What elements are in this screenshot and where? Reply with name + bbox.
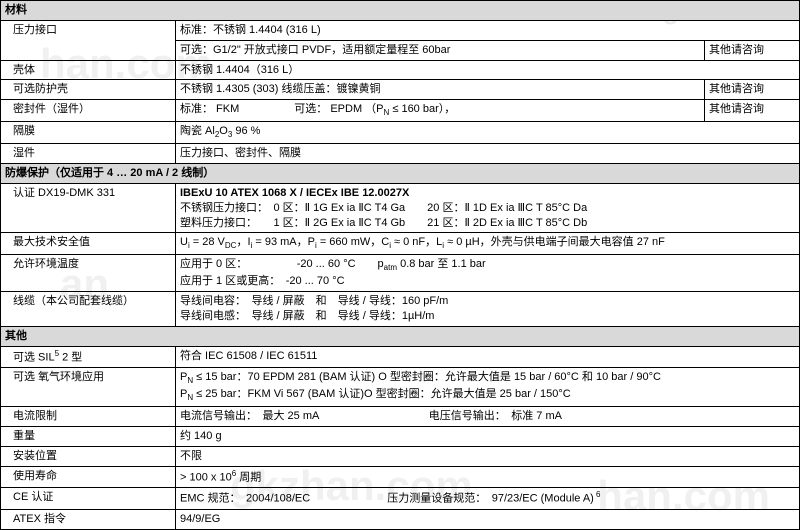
value: IBExU 10 ATEX 1068 X / IECEx IBE 12.0027… <box>176 183 800 233</box>
row-lifetime: 使用寿命 > 100 x 106 周期 <box>1 466 800 488</box>
row-pressure-port: 压力接口 标准：不锈钢 1.4404 (316 L) <box>1 20 800 40</box>
consult: 其他请咨询 <box>705 80 800 100</box>
label: 重量 <box>1 427 176 447</box>
label: 最大技术安全值 <box>1 233 176 255</box>
row-diaphragm: 隔膜 陶瓷 Al2O3 96 % <box>1 122 800 144</box>
value: EMC 规范： 2004/108/EC 压力测量设备规范： 97/23/EC (… <box>176 488 800 510</box>
row-wetted: 湿件 压力接口、密封件、隔膜 <box>1 144 800 164</box>
section-header-explosion: 防爆保护（仅适用于 4 … 20 mA / 2 线制） <box>1 164 800 184</box>
label: 线缆（本公司配套线缆） <box>1 292 176 327</box>
row-atex: ATEX 指令 94/9/EG <box>1 509 800 529</box>
row-seal: 密封件（湿件） 标准： FKM 可选： EPDM （PN ≤ 160 bar），… <box>1 100 800 122</box>
value: 应用于 0 区： -20 ... 60 °C patm 0.8 bar 至 1.… <box>176 255 800 292</box>
section-header-other: 其他 <box>1 326 800 346</box>
row-current-limit: 电流限制 电流信号输出： 最大 25 mA 电压信号输出： 标准 7 mA <box>1 407 800 427</box>
consult: 其他请咨询 <box>705 100 800 122</box>
value: Ui = 28 VDC，Ii = 93 mA，Pi = 660 mW，Ci ≈ … <box>176 233 800 255</box>
value: 94/9/EG <box>176 509 800 529</box>
value: 不锈钢 1.4404（316 L） <box>176 60 800 80</box>
label: 允许环境温度 <box>1 255 176 292</box>
cert-line2: 塑料压力接口： 1 区：Ⅱ 2G Ex ia ⅡC T4 Gb 21 区：Ⅱ 2… <box>180 217 587 229</box>
label: ATEX 指令 <box>1 509 176 529</box>
value: 不锈钢 1.4305 (303) 线缆压盖：镀镍黄铜 <box>176 80 705 100</box>
row-housing: 壳体 不锈钢 1.4404（316 L） <box>1 60 800 80</box>
row-ce: CE 认证 EMC 规范： 2004/108/EC 压力测量设备规范： 97/2… <box>1 488 800 510</box>
label: 壳体 <box>1 60 176 80</box>
value: 不限 <box>176 446 800 466</box>
label: 湿件 <box>1 144 176 164</box>
value: 标准：不锈钢 1.4404 (316 L) <box>176 20 800 40</box>
cert-title: IBExU 10 ATEX 1068 X / IECEx IBE 12.0027… <box>180 187 409 199</box>
row-max-safety: 最大技术安全值 Ui = 28 VDC，Ii = 93 mA，Pi = 660 … <box>1 233 800 255</box>
row-oxygen: 可选 氧气环境应用 PN ≤ 15 bar：70 EPDM 281 (BAM 认… <box>1 368 800 407</box>
row-weight: 重量 约 140 g <box>1 427 800 447</box>
value: 电流信号输出： 最大 25 mA 电压信号输出： 标准 7 mA <box>176 407 800 427</box>
row-mount: 安装位置 不限 <box>1 446 800 466</box>
label: CE 认证 <box>1 488 176 510</box>
value: 符合 IEC 61508 / IEC 61511 <box>176 346 800 368</box>
value: 可选：G1/2" 开放式接口 PVDF，适用额定量程至 60bar <box>176 40 705 60</box>
label: 电流限制 <box>1 407 176 427</box>
row-sil: 可选 SIL5 2 型 符合 IEC 61508 / IEC 61511 <box>1 346 800 368</box>
row-cable: 线缆（本公司配套线缆） 导线间电容： 导线 / 屏蔽 和 导线 / 导线：160… <box>1 292 800 327</box>
label: 可选 氧气环境应用 <box>1 368 176 407</box>
cert-line1: 不锈钢压力接口： 0 区：Ⅱ 1G Ex ia ⅡC T4 Ga 20 区：Ⅱ … <box>180 202 587 214</box>
label: 压力接口 <box>1 20 176 60</box>
label: 安装位置 <box>1 446 176 466</box>
value: 标准： FKM 可选： EPDM （PN ≤ 160 bar）， <box>176 100 705 122</box>
row-protective-case: 可选防护壳 不锈钢 1.4305 (303) 线缆压盖：镀镍黄铜 其他请咨询 <box>1 80 800 100</box>
row-cert: 认证 DX19-DMK 331 IBExU 10 ATEX 1068 X / I… <box>1 183 800 233</box>
cable-l2: 导线间电感： 导线 / 屏蔽 和 导线 / 导线：1µH/m <box>180 310 434 322</box>
value: 压力接口、密封件、隔膜 <box>176 144 800 164</box>
consult: 其他请咨询 <box>705 40 800 60</box>
label: 使用寿命 <box>1 466 176 488</box>
label: 密封件（湿件） <box>1 100 176 122</box>
value: 约 140 g <box>176 427 800 447</box>
value: 陶瓷 Al2O3 96 % <box>176 122 800 144</box>
value: PN ≤ 15 bar：70 EPDM 281 (BAM 认证) O 型密封圈：… <box>176 368 800 407</box>
label: 可选防护壳 <box>1 80 176 100</box>
value: > 100 x 106 周期 <box>176 466 800 488</box>
cable-l1: 导线间电容： 导线 / 屏蔽 和 导线 / 导线：160 pF/m <box>180 295 448 307</box>
label: 可选 SIL5 2 型 <box>1 346 176 368</box>
label: 认证 DX19-DMK 331 <box>1 183 176 233</box>
section-header-materials: 材料 <box>1 1 800 21</box>
value: 导线间电容： 导线 / 屏蔽 和 导线 / 导线：160 pF/m 导线间电感：… <box>176 292 800 327</box>
spec-table: 材料 压力接口 标准：不锈钢 1.4404 (316 L) 可选：G1/2" 开… <box>0 0 800 530</box>
label: 隔膜 <box>1 122 176 144</box>
row-ambient-temp: 允许环境温度 应用于 0 区： -20 ... 60 °C patm 0.8 b… <box>1 255 800 292</box>
